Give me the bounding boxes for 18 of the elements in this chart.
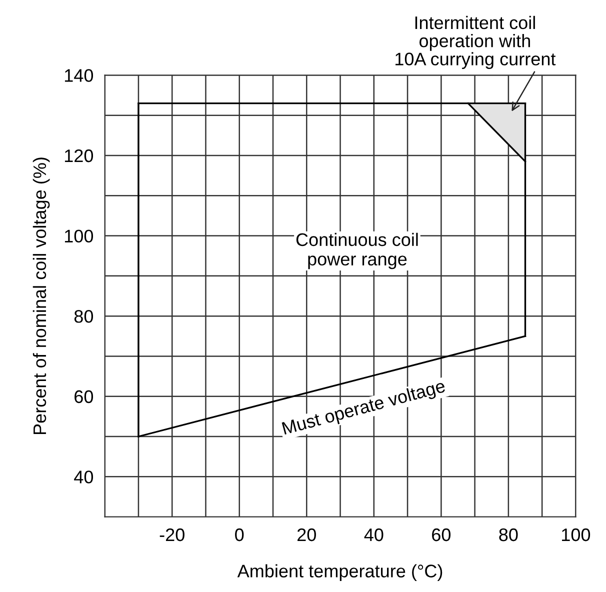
x-tick-label: 0 [235,528,244,542]
x-tick-label: 40 [364,528,384,542]
x-tick-label: 100 [562,528,590,542]
x-tick-label: -20 [160,528,184,542]
x-axis-title: Ambient temperature (°C) [237,564,442,582]
y-tick-label: 100 [64,230,94,242]
y-tick-label: 60 [74,390,94,404]
y-tick-label: 40 [74,470,94,484]
text: Intermittent coil operation with 10A currying current [396,16,556,69]
x-tick-label: 20 [298,528,316,542]
y-tick-label: 140 [64,69,94,82]
y-tick-label: 120 [64,149,94,162]
y-axis-title: Percent of nominal coil voltage (%) [32,158,50,434]
y-tick-label: 80 [74,310,94,323]
x-tick-label: 60 [432,528,451,542]
x-tick-label: 80 [499,528,518,542]
annotation: Continuous coil power range [296,232,418,270]
annotation: Must operate voltage [282,378,447,438]
